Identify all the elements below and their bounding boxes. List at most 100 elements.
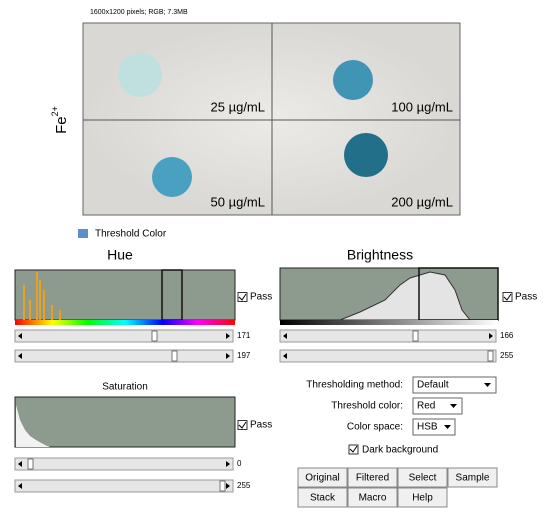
- slider-thumb[interactable]: [219, 480, 226, 492]
- checkmark: [349, 445, 358, 453]
- slider-value: 0: [237, 459, 242, 468]
- slider-arrow: [18, 461, 22, 467]
- dropdown-value: Red: [417, 401, 435, 412]
- panel-label: 25 µg/mL: [211, 99, 265, 114]
- slider-arrow: [18, 353, 22, 359]
- pass-label: Pass: [515, 292, 537, 303]
- button-label: Stack: [310, 493, 336, 504]
- side-label-base: Fe: [53, 116, 70, 134]
- button-box[interactable]: [347, 487, 398, 508]
- button[interactable]: Sample: [447, 467, 498, 488]
- slider-arrow: [489, 333, 493, 339]
- slider[interactable]: 0: [14, 457, 242, 471]
- panel-label: 200 µg/mL: [391, 194, 453, 209]
- button[interactable]: Macro: [347, 487, 398, 508]
- window-title: Threshold Color: [95, 229, 167, 240]
- slider-thumb[interactable]: [151, 330, 158, 342]
- button-box[interactable]: [347, 467, 398, 488]
- button-label: Select: [409, 473, 437, 484]
- saturation-curve: [16, 405, 50, 447]
- slider-arrow: [226, 483, 230, 489]
- button[interactable]: Select: [397, 467, 448, 488]
- slider-arrow: [283, 333, 287, 339]
- slider-track[interactable]: [279, 349, 497, 363]
- window-icon: [78, 229, 88, 238]
- button-box[interactable]: [297, 467, 348, 488]
- pass-label: Pass: [250, 292, 272, 303]
- slider-value: 171: [237, 331, 251, 340]
- checkmark: [238, 421, 247, 429]
- method-label: Thresholding method:: [306, 380, 403, 391]
- slider-track[interactable]: [14, 329, 234, 343]
- button-label: Macro: [359, 493, 387, 504]
- button-box[interactable]: [397, 487, 448, 508]
- color-dropdown[interactable]: Red: [412, 397, 463, 415]
- brightness-curve: [339, 271, 472, 321]
- button-box[interactable]: [397, 467, 448, 488]
- dropdown-value: HSB: [417, 422, 438, 433]
- button[interactable]: Original: [297, 467, 348, 488]
- slider-value: 166: [500, 331, 514, 340]
- hue-colorbar: [15, 320, 235, 325]
- photo-panel: 25 µg/mL 100 µg/mL 50 µg/mL 200 µg/mL: [82, 22, 461, 216]
- panel-label: 100 µg/mL: [391, 99, 453, 114]
- button-label: Original: [305, 473, 339, 484]
- pass-label: Pass: [250, 420, 272, 431]
- spot: [344, 133, 388, 177]
- hue-histogram: [14, 269, 236, 321]
- button-label: Filtered: [356, 473, 389, 484]
- dropdown-value: Default: [417, 380, 449, 391]
- slider-value: 255: [237, 481, 251, 490]
- dropdown-box[interactable]: [412, 418, 456, 436]
- slider[interactable]: 255: [279, 349, 514, 363]
- slider[interactable]: 171: [14, 329, 251, 343]
- slider-arrow: [226, 353, 230, 359]
- hue-bars: [23, 272, 61, 320]
- slider-arrow: [283, 353, 287, 359]
- slider-thumb[interactable]: [171, 350, 178, 362]
- slider-track[interactable]: [14, 457, 234, 471]
- button[interactable]: Help: [397, 487, 448, 508]
- dropdown-box[interactable]: [412, 397, 463, 415]
- side-label: Fe2+: [50, 106, 70, 134]
- button-box[interactable]: [447, 467, 498, 488]
- dropdown-arrow: [444, 425, 451, 429]
- slider-arrow: [226, 333, 230, 339]
- space-dropdown[interactable]: HSB: [412, 418, 456, 436]
- dropdown-arrow: [484, 383, 491, 387]
- slider-thumb[interactable]: [487, 350, 494, 362]
- spot: [152, 157, 192, 197]
- slider-thumb[interactable]: [412, 330, 419, 342]
- slider-track[interactable]: [279, 329, 497, 343]
- brightness-title: Brightness: [347, 247, 413, 263]
- slider[interactable]: 255: [14, 479, 251, 493]
- button-box[interactable]: [297, 487, 348, 508]
- brightness-colorbar: [280, 320, 498, 325]
- slider-thumb[interactable]: [27, 458, 34, 470]
- dropdown-box[interactable]: [412, 376, 497, 394]
- pass-checkbox[interactable]: [237, 292, 248, 302]
- pass-checkbox[interactable]: [237, 420, 248, 430]
- dark-background-checkbox[interactable]: [348, 444, 359, 455]
- checkmark: [503, 293, 512, 301]
- spot: [118, 53, 162, 97]
- slider-arrow: [18, 483, 22, 489]
- method-dropdown[interactable]: Default: [412, 376, 497, 394]
- space-label: Color space:: [347, 422, 403, 433]
- slider-track[interactable]: [14, 349, 234, 363]
- checkmark: [238, 293, 247, 301]
- slider-value: 255: [500, 351, 514, 360]
- button-label: Sample: [456, 473, 490, 484]
- button[interactable]: Filtered: [347, 467, 398, 488]
- spot: [333, 60, 373, 100]
- slider[interactable]: 197: [14, 349, 251, 363]
- dropdown-arrow: [450, 404, 457, 408]
- button[interactable]: Stack: [297, 487, 348, 508]
- slider[interactable]: 166: [279, 329, 514, 343]
- slider-track[interactable]: [14, 479, 234, 493]
- saturation-histogram: [14, 396, 236, 448]
- dark-background-label: Dark background: [362, 445, 438, 456]
- pass-checkbox[interactable]: [502, 292, 513, 302]
- side-label-superscript: 2+: [50, 106, 60, 116]
